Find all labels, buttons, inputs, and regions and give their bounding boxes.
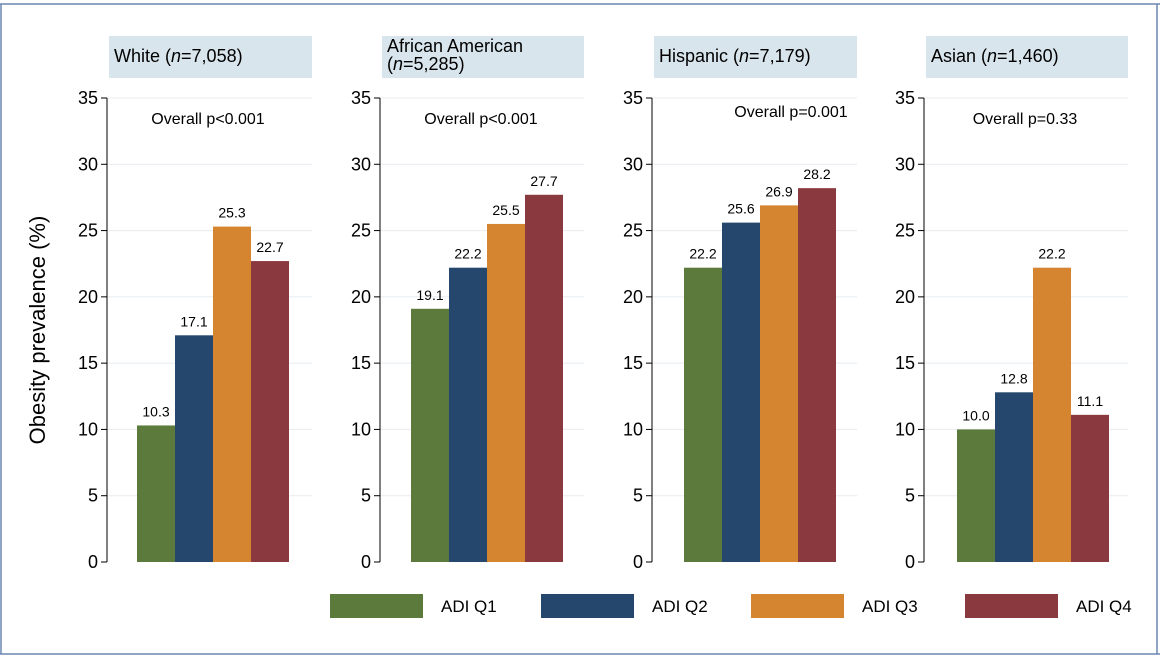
bar-adi-q4 [251,261,289,562]
y-tick-label: 0 [88,552,98,572]
y-tick-label: 35 [78,88,98,108]
panel-header [382,36,584,78]
y-tick-label: 0 [633,552,643,572]
panels-group: White (n=7,058) 0 5 10 15 20 25 30 35 Overall p<0… [78,36,1128,572]
y-tick-label: 5 [361,486,371,506]
panel-header [926,36,1128,78]
bar-adi-q2 [449,267,487,562]
bar-value-label: 25.3 [218,205,245,221]
bar-adi-q4 [525,194,563,562]
y-tick-label: 10 [623,419,643,439]
bar-adi-q3 [1033,267,1071,562]
bar-value-label: 25.5 [492,202,519,218]
y-tick-label: 20 [623,287,643,307]
panel-annotation: Overall p<0.001 [151,111,265,128]
legend-swatch-1 [330,594,423,618]
y-tick-label: 15 [623,353,643,373]
panel-annotation: Overall p=0.001 [734,104,848,121]
panel-title-group: African American [387,36,523,56]
bar-adi-q3 [213,226,251,562]
legend-label: ADI Q2 [652,597,708,616]
panel-title: Asian (n=1,460) [931,46,1059,66]
y-tick-label: 5 [88,486,98,506]
bar-adi-q1 [137,425,175,562]
y-tick-label: 30 [78,154,98,174]
y-tick-label: 15 [895,353,915,373]
bar-adi-q2 [175,335,213,562]
y-tick-label: 20 [895,287,915,307]
bar-adi-q2 [722,222,760,563]
legend-swatch-2 [541,594,634,618]
y-tick-label: 25 [895,221,915,241]
bar-value-label: 26.9 [765,183,792,199]
legend-swatch-3 [751,594,844,618]
legend-label: ADI Q3 [862,597,918,616]
bar-adi-q3 [487,223,525,562]
panel-title-n: (n=5,285) [387,54,465,74]
bar-value-label: 22.7 [256,239,283,255]
y-tick-label: 30 [351,154,371,174]
y-tick-label: 10 [351,419,371,439]
y-tick-label: 5 [905,486,915,506]
legend-swatch-4 [965,594,1058,618]
y-tick-label: 35 [895,88,915,108]
bar-value-label: 19.1 [416,287,443,303]
y-tick-label: 20 [351,287,371,307]
legend-label: ADI Q4 [1076,597,1132,616]
panel-title: African American (n=5,285) [387,36,523,74]
bar-adi-q4 [798,188,836,563]
bar-value-label: 11.1 [1077,393,1103,409]
bar-value-label: 22.2 [689,246,716,262]
y-tick-label: 25 [78,221,98,241]
bar-adi-q1 [411,308,449,562]
bar-value-label: 10.0 [962,407,989,423]
panel-header [654,36,857,78]
y-tick-label: 15 [78,353,98,373]
bar-value-label: 12.8 [1000,370,1027,386]
bar-value-label: 22.2 [454,246,481,262]
panel-title: Hispanic (n=7,179) [659,46,811,66]
panel-2: Hispanic (n=7,179) 0 5 10 15 20 25 30 35 Overall … [623,36,857,572]
y-tick-label: 5 [633,486,643,506]
bar-value-label: 27.7 [530,173,557,189]
bar-adi-q4 [1071,414,1109,562]
bar-value-label: 17.1 [180,313,207,329]
y-tick-label: 10 [78,419,98,439]
y-tick-label: 0 [905,552,915,572]
panel-header [109,36,312,78]
y-tick-label: 15 [351,353,371,373]
legend-label: ADI Q1 [441,597,497,616]
bar-value-label: 10.3 [142,403,169,419]
panel-annotation: Overall p<0.001 [424,111,538,128]
bar-value-label: 22.2 [1038,246,1065,262]
y-tick-label: 30 [623,154,643,174]
y-tick-label: 0 [361,552,371,572]
y-tick-label: 20 [78,287,98,307]
y-tick-label: 10 [895,419,915,439]
panel-3: Asian (n=1,460) 0 5 10 15 20 25 30 35 Overall p=0… [895,36,1128,572]
y-tick-label: 35 [623,88,643,108]
panel-1: African American (n=5,285) 0 5 10 15 20 25 30 35 O… [351,36,584,572]
panel-annotation: Overall p=0.33 [973,111,1078,128]
panel-0: White (n=7,058) 0 5 10 15 20 25 30 35 Overall p<0… [78,36,312,572]
y-tick-label: 25 [623,221,643,241]
bar-adi-q2 [995,392,1033,562]
y-axis-title: Obesity prevalence (%) [25,216,50,445]
bar-value-label: 28.2 [803,166,830,182]
bar-adi-q3 [760,205,798,562]
bar-adi-q1 [957,429,995,562]
bar-value-label: 25.6 [727,201,754,217]
panel-title: White (n=7,058) [114,46,243,66]
bar-adi-q1 [684,267,722,562]
y-tick-label: 25 [351,221,371,241]
y-tick-label: 30 [895,154,915,174]
y-tick-label: 35 [351,88,371,108]
legend: ADI Q1 ADI Q2 ADI Q3 ADI Q4 [330,594,1132,618]
